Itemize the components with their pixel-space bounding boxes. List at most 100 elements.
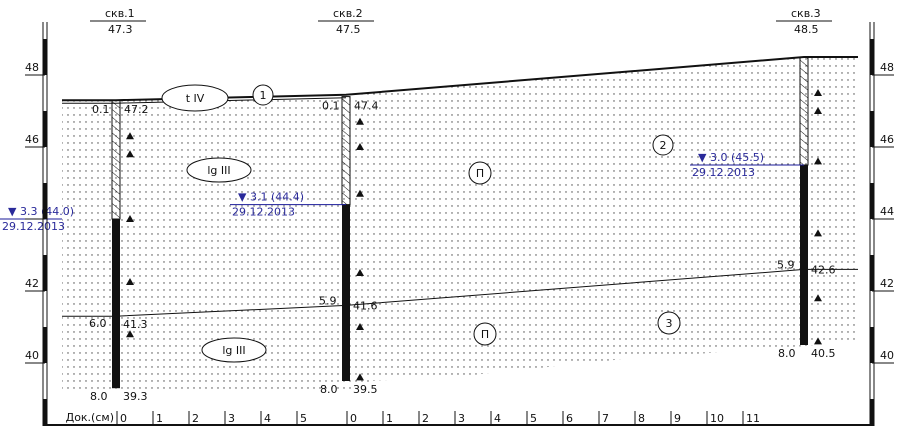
doc-scale-tick-label: 7 <box>602 412 609 425</box>
doc-scale-tick-label: 1 <box>386 412 393 425</box>
elevation-scale-segment <box>870 327 874 363</box>
layer-index-ellipse <box>201 337 267 363</box>
sample-triangle-icon <box>814 107 822 114</box>
sample-triangle-icon <box>356 143 364 150</box>
cover-depth: 0.1 <box>322 100 340 113</box>
boundary-elevation: 42.6 <box>811 263 836 276</box>
elevation-tick-label: 40 <box>25 349 39 362</box>
doc-scale-tick-label: 9 <box>674 412 681 425</box>
sample-triangle-icon <box>126 132 134 140</box>
sample-triangle-icon <box>356 117 364 125</box>
boundary-elevation: 41.6 <box>353 299 378 312</box>
sample-triangle-icon <box>356 373 364 381</box>
well-name: скв.1 <box>105 7 135 20</box>
well-top-elevation: 47.5 <box>336 23 361 36</box>
water-level-date: 29.12.2013 <box>2 220 65 233</box>
sample-triangle-icon <box>126 150 134 158</box>
boundary-depth: 6.0 <box>89 317 107 330</box>
elevation-scale-segment <box>870 183 874 219</box>
water-level-date: 29.12.2013 <box>692 166 755 179</box>
sample-triangle-icon <box>126 215 134 222</box>
bottom-elevation: 39.5 <box>353 383 378 396</box>
doc-scale-tick-label: 11 <box>746 412 760 425</box>
boundary-elevation: 41.3 <box>123 318 148 331</box>
sample-triangle-icon <box>356 323 364 330</box>
sample-triangle-icon <box>814 294 822 302</box>
elevation-scale-segment <box>43 111 47 147</box>
elevation-scale-segment <box>43 399 47 426</box>
well-top-elevation: 48.5 <box>794 23 819 36</box>
doc-scale-tick-label: 6 <box>566 412 573 425</box>
water-level-label: ▼ 3.0 (45.5) <box>698 151 764 164</box>
well-casing-water <box>800 165 808 345</box>
doc-scale-tick-label: 2 <box>192 412 199 425</box>
elevation-scale-segment <box>870 255 874 291</box>
doc-scale-tick-label: 10 <box>710 412 724 425</box>
elevation-scale-segment <box>43 255 47 291</box>
bottom-depth: 8.0 <box>90 390 108 403</box>
doc-scale-tick-label: 5 <box>530 412 537 425</box>
elevation-scale-segment <box>43 327 47 363</box>
elevation-tick-label: 44 <box>880 205 894 218</box>
well-top-elevation: 47.3 <box>108 23 133 36</box>
layer-number-circle <box>473 322 497 346</box>
cover-elevation: 47.4 <box>354 100 379 113</box>
doc-scale-tick-label: 1 <box>156 412 163 425</box>
water-level-label: ▼ 3.1 (44.4) <box>238 191 304 204</box>
water-level-label: ▼ 3.3 (44.0) <box>8 205 74 218</box>
doc-scale-tick-label: 8 <box>638 412 645 425</box>
elevation-scale-segment <box>870 111 874 147</box>
layer-label: lg III <box>207 164 230 177</box>
elevation-scale-segment <box>43 39 47 75</box>
elevation-tick-label: 42 <box>880 277 894 290</box>
well-casing-water <box>112 219 120 389</box>
layer-index-ellipse <box>186 157 252 183</box>
elevation-tick-label: 48 <box>880 61 894 74</box>
boundary-depth: 5.9 <box>777 258 795 271</box>
doc-scale-tick-label: 5 <box>300 412 307 425</box>
bottom-depth: 8.0 <box>320 383 338 396</box>
elevation-tick-label: 46 <box>880 133 894 146</box>
layer-label: 2 <box>660 139 667 152</box>
sample-triangle-icon <box>814 337 822 345</box>
cover-elevation: 47.2 <box>124 103 149 116</box>
well-casing-dry <box>341 96 351 206</box>
labels-layer: скв.1 47.3 0.1 47.2 ▼ 3.3 (44.0) 29.12.2013 6.… <box>0 7 836 403</box>
bottom-depth: 8.0 <box>778 347 796 360</box>
water-level-date: 29.12.2013 <box>232 206 295 219</box>
well-casing-dry <box>799 56 809 166</box>
doc-scale-tick-label: 2 <box>422 412 429 425</box>
cover-depth: 0.1 <box>92 103 110 116</box>
wells-layer <box>111 56 822 389</box>
doc-scale-label: Док.(см) <box>66 411 114 424</box>
sample-triangle-icon <box>814 157 822 165</box>
layer-number-circle <box>652 134 674 156</box>
elevation-tick-label: 46 <box>25 133 39 146</box>
boundary-depth: 5.9 <box>319 294 337 307</box>
layer-label: lg III <box>222 344 245 357</box>
sample-triangle-icon <box>126 330 134 338</box>
layer-label: 3 <box>666 317 673 330</box>
layer-label: 1 <box>260 89 267 102</box>
elevation-tick-label: 40 <box>880 349 894 362</box>
sample-triangle-icon <box>814 229 822 237</box>
layer-label: П <box>481 328 489 341</box>
well-name: скв.2 <box>333 7 363 20</box>
sample-triangle-icon <box>356 269 364 276</box>
well-casing-water <box>342 204 350 381</box>
elevation-scale-segment <box>43 183 47 219</box>
doc-scale-tick-label: 3 <box>228 412 235 425</box>
sample-triangle-icon <box>356 189 364 197</box>
doc-scale-tick-label: 4 <box>264 412 271 425</box>
ground-surface-line <box>62 56 858 102</box>
bottom-elevation: 40.5 <box>811 347 836 360</box>
well-name: скв.3 <box>791 7 821 20</box>
layer-number-circle <box>468 161 492 185</box>
elevation-scale-segment <box>870 399 874 426</box>
well-casing-dry <box>111 99 121 220</box>
sample-triangle-icon <box>126 278 134 285</box>
elevation-tick-label: 48 <box>25 61 39 74</box>
layer-label: П <box>476 167 484 180</box>
